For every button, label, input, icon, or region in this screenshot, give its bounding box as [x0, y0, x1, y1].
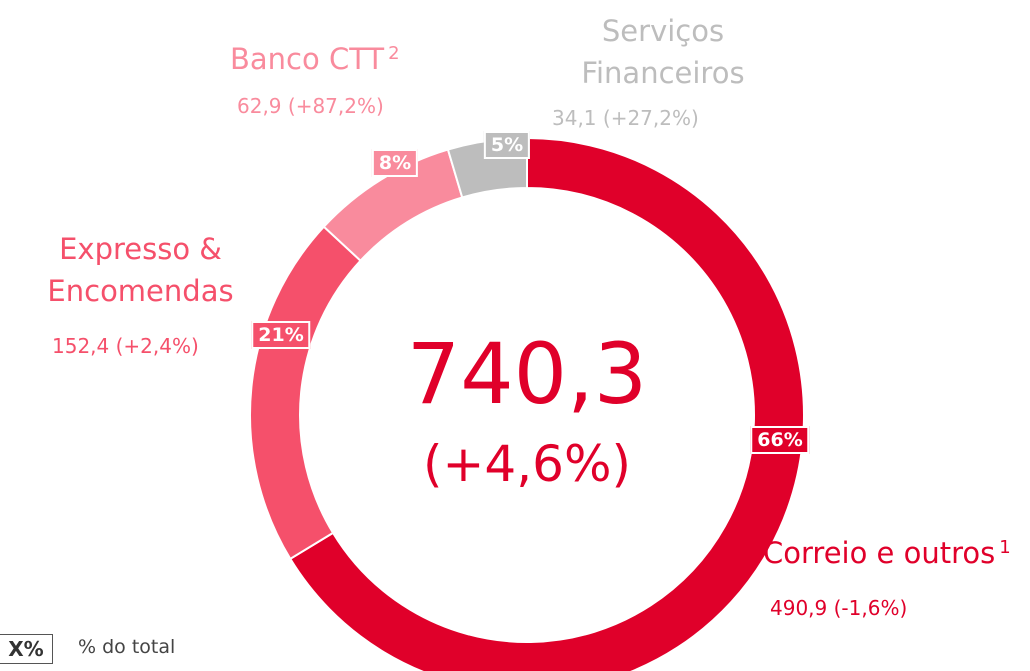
category-name: Expresso & Encomendas — [47, 232, 234, 309]
legend-text: % do total — [78, 636, 176, 658]
value-label: 62,9 (+87,2%) — [237, 94, 384, 118]
footnote: 2 — [388, 43, 400, 64]
category-label: Banco CTT 2 — [230, 38, 460, 80]
legend-symbol: X% — [0, 634, 53, 664]
total: 740,3 — [406, 325, 648, 423]
footnote: 1 — [999, 537, 1011, 558]
share-label: 66% — [750, 426, 810, 454]
category-label: Expresso & Encomendas — [18, 228, 263, 312]
value-label: 34,1 (+27,2%) — [552, 106, 699, 130]
share-label: 5% — [483, 131, 531, 159]
slice — [288, 136, 805, 671]
category-name: Serviços Financeiros — [581, 14, 745, 91]
share-label: 21% — [251, 321, 311, 349]
category-label: Correio e outros 1 — [763, 532, 1030, 574]
category-name: Banco CTT — [230, 42, 385, 76]
category-name: Correio e outros — [763, 536, 996, 570]
category-label: Serviços Financeiros — [548, 10, 778, 94]
share-label: 8% — [371, 149, 419, 177]
total-change: (+4,6%) — [423, 435, 631, 493]
value-label: 490,9 (-1,6%) — [770, 596, 908, 620]
value-label: 152,4 (+2,4%) — [52, 334, 199, 358]
